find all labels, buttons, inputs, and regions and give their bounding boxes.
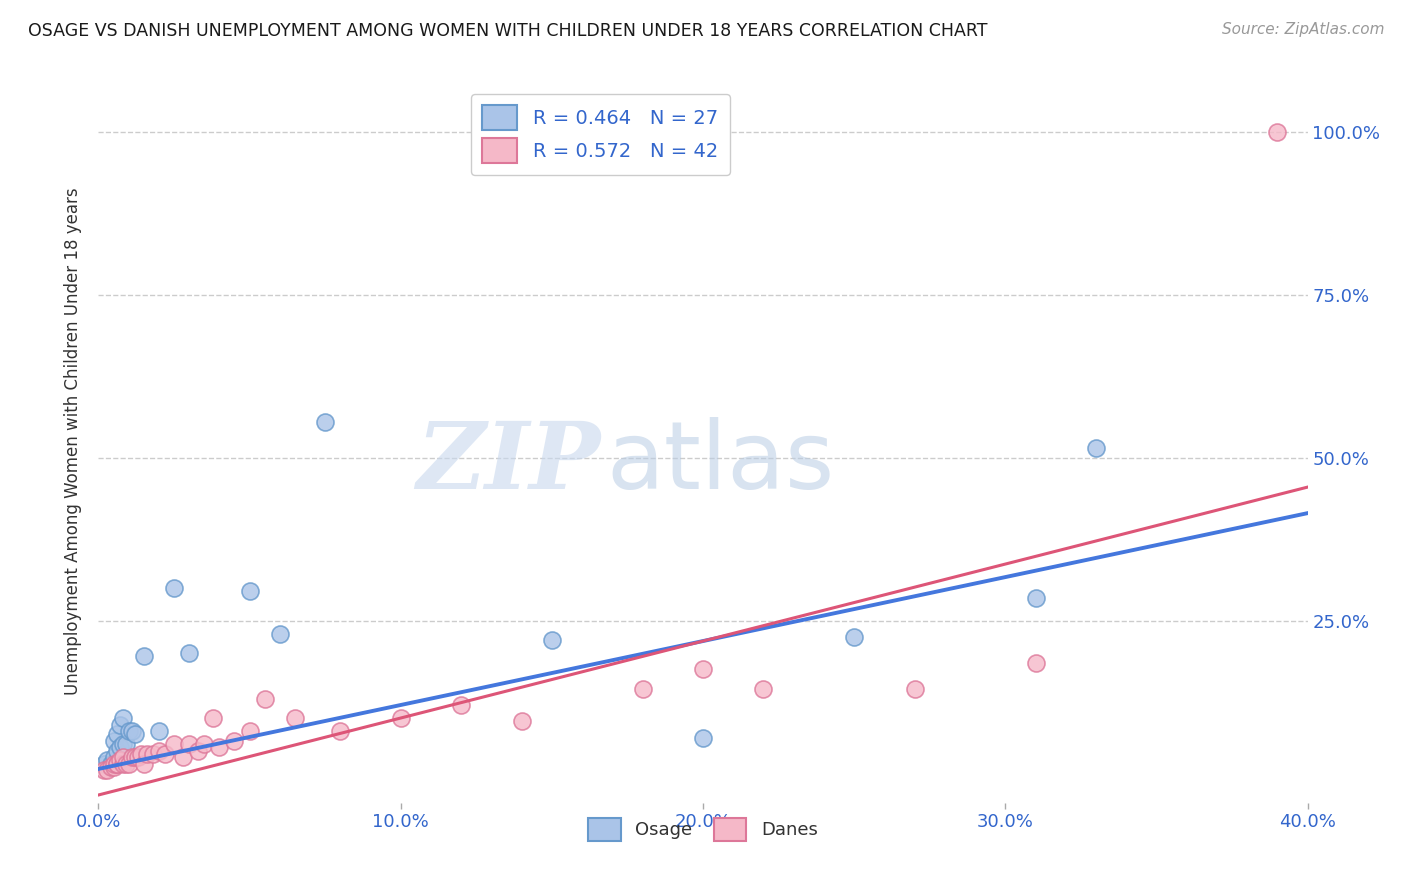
Point: [752, 681, 775, 696]
Point: [148, 724, 170, 739]
Point: [844, 630, 866, 644]
Point: [111, 750, 134, 764]
Point: [450, 698, 472, 713]
Legend: Osage, Danes: Osage, Danes: [581, 810, 825, 848]
Point: [129, 747, 152, 761]
Y-axis label: Unemployment Among Women with Children Under 18 years: Unemployment Among Women with Children U…: [65, 187, 83, 696]
Point: [108, 754, 131, 768]
Point: [1085, 441, 1108, 455]
Point: [1024, 656, 1046, 670]
Point: [114, 756, 136, 771]
Point: [100, 760, 122, 774]
Point: [93, 764, 115, 778]
Point: [124, 727, 146, 741]
Point: [163, 737, 186, 751]
Point: [111, 756, 134, 771]
Point: [103, 760, 125, 774]
Point: [111, 737, 134, 751]
Point: [121, 750, 143, 764]
Point: [100, 756, 122, 771]
Text: atlas: atlas: [606, 417, 835, 509]
Point: [692, 731, 714, 745]
Point: [111, 711, 134, 725]
Point: [127, 750, 149, 764]
Point: [692, 662, 714, 676]
Text: Source: ZipAtlas.com: Source: ZipAtlas.com: [1222, 22, 1385, 37]
Point: [904, 681, 927, 696]
Point: [132, 756, 155, 771]
Point: [135, 747, 157, 761]
Point: [224, 734, 246, 748]
Point: [118, 756, 141, 771]
Point: [148, 744, 170, 758]
Point: [179, 737, 201, 751]
Point: [1267, 125, 1289, 139]
Point: [510, 714, 533, 729]
Point: [253, 691, 276, 706]
Point: [389, 711, 412, 725]
Point: [103, 750, 125, 764]
Point: [179, 646, 201, 660]
Point: [540, 633, 562, 648]
Point: [1024, 591, 1046, 605]
Point: [193, 737, 215, 751]
Point: [142, 747, 165, 761]
Point: [631, 681, 654, 696]
Point: [172, 750, 194, 764]
Point: [96, 764, 118, 778]
Point: [132, 649, 155, 664]
Point: [202, 711, 225, 725]
Text: OSAGE VS DANISH UNEMPLOYMENT AMONG WOMEN WITH CHILDREN UNDER 18 YEARS CORRELATIO: OSAGE VS DANISH UNEMPLOYMENT AMONG WOMEN…: [28, 22, 987, 40]
Point: [105, 744, 128, 758]
Point: [208, 740, 231, 755]
Point: [103, 756, 125, 771]
Point: [187, 744, 209, 758]
Point: [314, 415, 336, 429]
Point: [108, 740, 131, 755]
Point: [103, 734, 125, 748]
Point: [93, 756, 115, 771]
Point: [96, 754, 118, 768]
Point: [114, 737, 136, 751]
Point: [284, 711, 307, 725]
Point: [105, 756, 128, 771]
Point: [153, 747, 176, 761]
Point: [105, 727, 128, 741]
Point: [118, 724, 141, 739]
Point: [121, 724, 143, 739]
Point: [329, 724, 352, 739]
Text: ZIP: ZIP: [416, 418, 600, 508]
Point: [124, 750, 146, 764]
Point: [105, 756, 128, 771]
Point: [108, 717, 131, 731]
Point: [163, 581, 186, 595]
Point: [269, 626, 291, 640]
Point: [239, 724, 262, 739]
Point: [239, 584, 262, 599]
